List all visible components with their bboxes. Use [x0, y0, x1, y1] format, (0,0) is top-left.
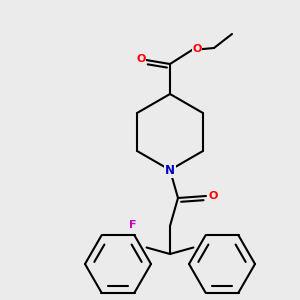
Text: O: O: [192, 44, 202, 54]
Text: O: O: [208, 191, 218, 201]
Text: N: N: [165, 164, 175, 176]
Text: F: F: [129, 220, 136, 230]
Text: O: O: [136, 54, 146, 64]
